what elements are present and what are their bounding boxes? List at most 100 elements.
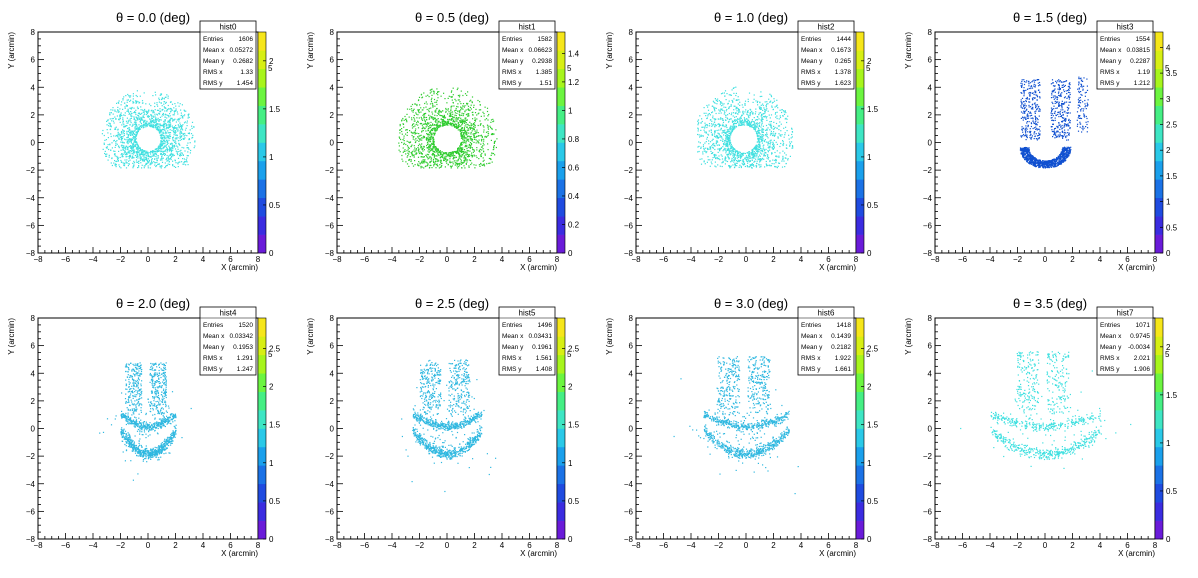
data-point: [431, 134, 432, 135]
data-point: [445, 166, 446, 167]
data-point: [461, 147, 462, 148]
data-point: [413, 166, 414, 167]
data-point: [131, 148, 132, 149]
data-point: [712, 144, 713, 145]
data-point: [470, 164, 471, 165]
data-point: [727, 129, 728, 130]
data-point: [722, 156, 723, 157]
data-point: [145, 165, 146, 166]
data-point: [740, 116, 741, 117]
data-point: [747, 152, 748, 153]
data-point: [738, 103, 739, 104]
data-point: [121, 124, 122, 125]
data-point: [482, 112, 483, 113]
x-tick-label: −2: [714, 255, 724, 264]
color-bar-segment: [557, 87, 565, 106]
data-point: [170, 144, 171, 145]
data-point: [129, 97, 130, 98]
data-point: [428, 144, 429, 145]
data-point: [126, 161, 127, 162]
data-point: [761, 148, 762, 149]
data-point: [748, 101, 749, 102]
data-point: [724, 111, 725, 112]
data-point: [440, 150, 441, 151]
data-point: [182, 147, 183, 148]
data-point: [731, 114, 732, 115]
data-point: [729, 143, 730, 144]
data-point: [418, 138, 419, 139]
data-point: [131, 149, 132, 150]
data-point: [484, 136, 485, 137]
data-point: [472, 114, 473, 115]
data-point: [743, 162, 744, 163]
data-point: [767, 127, 768, 128]
data-point: [162, 151, 163, 152]
data-point: [474, 167, 475, 168]
data-point: [709, 130, 710, 131]
stats-label: Entries: [502, 36, 523, 43]
data-point: [773, 131, 774, 132]
data-point: [459, 95, 460, 96]
data-point: [469, 156, 470, 157]
data-point: [464, 127, 465, 128]
data-point: [772, 142, 773, 143]
data-point: [419, 153, 420, 154]
data-point: [703, 146, 704, 147]
data-point: [130, 139, 131, 140]
data-point: [754, 126, 755, 127]
data-point: [714, 166, 715, 167]
data-point: [415, 130, 416, 131]
data-point: [407, 141, 408, 142]
data-point: [136, 162, 137, 163]
data-point: [774, 166, 775, 167]
data-point: [738, 157, 739, 158]
data-point: [738, 96, 739, 97]
data-point: [183, 133, 184, 134]
data-point: [442, 125, 443, 126]
data-point: [186, 157, 187, 158]
color-bar-segment: [856, 198, 864, 217]
data-point: [706, 141, 707, 142]
data-point: [144, 167, 145, 168]
data-point: [132, 148, 133, 149]
data-point: [141, 154, 142, 155]
data-point: [143, 158, 144, 159]
data-point: [177, 111, 178, 112]
data-point: [707, 156, 708, 157]
data-point: [453, 163, 454, 164]
data-point: [446, 156, 447, 157]
data-point: [473, 129, 474, 130]
data-point: [133, 116, 134, 117]
data-point: [697, 134, 698, 135]
data-point: [190, 142, 191, 143]
data-point: [476, 139, 477, 140]
data-point: [168, 157, 169, 158]
data-point: [130, 111, 131, 112]
data-point: [725, 146, 726, 147]
data-point: [461, 145, 462, 146]
data-point: [759, 113, 760, 114]
x-tick-label: −6: [360, 255, 370, 264]
data-point: [425, 107, 426, 108]
data-point: [128, 165, 129, 166]
data-point: [752, 149, 753, 150]
data-point: [454, 124, 455, 125]
z-tick-label: 1.2: [568, 78, 580, 87]
data-point: [177, 131, 178, 132]
data-point: [129, 101, 130, 102]
data-point: [708, 159, 709, 160]
data-point: [752, 151, 753, 152]
data-point: [176, 108, 177, 109]
data-point: [423, 124, 424, 125]
data-point: [113, 121, 114, 122]
data-point: [185, 111, 186, 112]
data-point: [725, 133, 726, 134]
data-point: [158, 118, 159, 119]
data-point: [155, 125, 156, 126]
data-point: [171, 130, 172, 131]
data-point: [719, 145, 720, 146]
data-point: [148, 167, 149, 168]
data-point: [433, 128, 434, 129]
data-point: [111, 126, 112, 127]
data-point: [761, 137, 762, 138]
